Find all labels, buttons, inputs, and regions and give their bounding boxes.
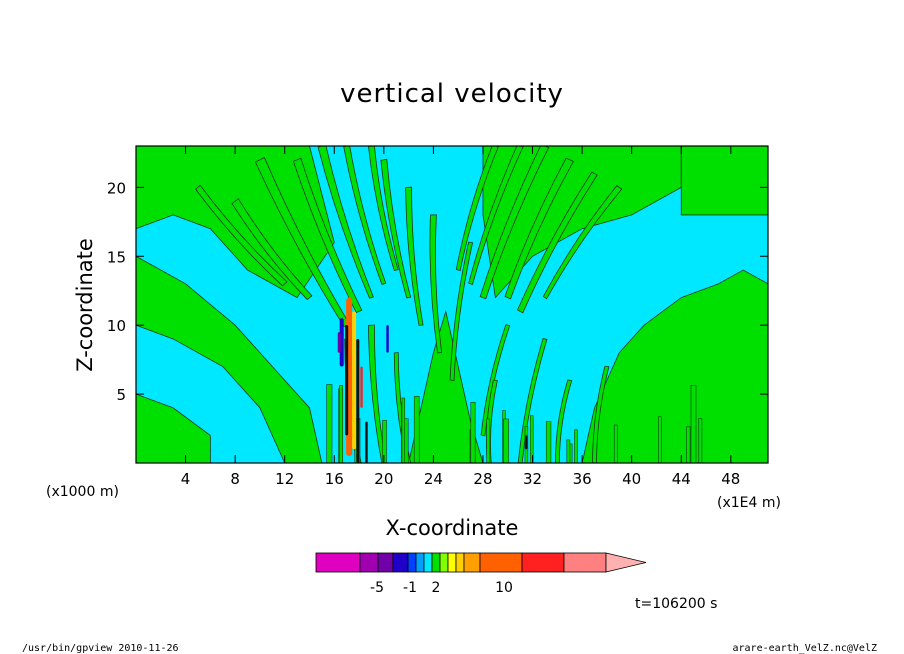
colorbar-label: -5 (370, 580, 384, 596)
colorbar-swatch (407, 552, 417, 573)
colorbar-swatch (377, 552, 394, 573)
colorbar-label: 2 (432, 580, 441, 596)
x-axis-label: X-coordinate (386, 516, 519, 540)
x-tick-label: 28 (473, 470, 492, 488)
contour-region-left-band (136, 255, 323, 463)
contour-streak-left-5 (368, 146, 399, 271)
colorbar-swatch (415, 552, 425, 573)
x-unit-right: (x1E4 m) (717, 495, 781, 511)
contour-streak-right-1 (479, 146, 550, 300)
contour-streak-left-8 (429, 214, 443, 354)
time-label: t=106200 s (635, 596, 717, 612)
updraft-core-7 (360, 366, 363, 408)
contour-fleck-8 (326, 384, 333, 463)
colorbar-swatch (479, 552, 523, 573)
contour-streak-left-6 (380, 158, 412, 299)
footer-left: /usr/bin/gpview 2010-11-26 (22, 643, 179, 654)
contour-streak-left-9 (231, 198, 313, 300)
contour-fleck-25 (413, 396, 420, 463)
plot-frame (135, 145, 769, 464)
contour-fleck-10 (382, 420, 387, 463)
contour-region-upper-left (136, 146, 335, 299)
colorbar-label: 10 (495, 580, 513, 596)
updraft-core-4 (356, 338, 360, 463)
colorbar-arrow (605, 552, 647, 573)
contour-region-lower-right (581, 269, 768, 463)
contour-fleck-7 (529, 415, 534, 463)
contour-fleck-24 (401, 397, 406, 463)
contour-fleck-23 (486, 418, 491, 463)
updraft-core-5 (339, 318, 344, 367)
x-tick-label: 4 (181, 470, 191, 488)
x-tick-label: 12 (275, 470, 294, 488)
colorbar-swatch (423, 552, 433, 573)
x-tick-label: 16 (325, 470, 344, 488)
contour-streak-left-3 (317, 146, 374, 299)
colorbar-swatch (563, 552, 607, 573)
colorbar-swatch (315, 552, 361, 573)
contour-streak-right-3 (455, 146, 499, 272)
updraft-core-2 (352, 311, 357, 450)
contour-fleck-17 (545, 421, 552, 463)
updraft-core-8 (386, 325, 389, 353)
colorbar-swatch (463, 552, 481, 573)
plot-area (135, 145, 769, 464)
updraft-core-3 (345, 325, 349, 436)
y-tick-label: 10 (107, 317, 126, 335)
x-tick-label: 36 (573, 470, 592, 488)
colorbar-swatch (521, 552, 565, 573)
contour-streak-left-2 (292, 157, 363, 314)
contour-fleck-11 (574, 429, 578, 463)
colorbar-swatch (431, 552, 441, 573)
contour-fleck-14 (613, 424, 618, 463)
x-unit-left: (x1000 m) (46, 484, 119, 500)
contour-fleck-20 (470, 401, 476, 463)
contour-streak-right-4 (504, 157, 574, 300)
contour-region-center-lobe (408, 309, 484, 463)
x-tick-label: 8 (230, 470, 240, 488)
contour-streak-right-10 (554, 379, 573, 463)
colorbar-swatch (359, 552, 379, 573)
x-tick-label: 24 (424, 470, 443, 488)
contour-streak-right-6 (542, 185, 623, 300)
contour-fleck-21 (686, 426, 691, 463)
contour-streak-right-2 (468, 146, 524, 286)
updraft-core-6 (337, 332, 341, 353)
contour-streak-left-4 (343, 146, 387, 285)
contour-streak-right-11 (592, 365, 610, 463)
x-tick-label: 32 (523, 470, 542, 488)
contour-fleck-15 (339, 385, 343, 463)
colorbar-swatch (455, 552, 465, 573)
x-tick-label: 40 (622, 470, 641, 488)
y-tick-label: 15 (107, 248, 126, 266)
y-tick-label: 5 (116, 386, 126, 404)
colorbar-swatch (392, 552, 409, 573)
colorbar-swatch (439, 552, 449, 573)
contour-streak-left-7 (405, 186, 424, 326)
contour-fleck-22 (503, 418, 509, 463)
contour-streak-right-7 (449, 241, 474, 382)
contour-fleck-18 (566, 439, 571, 463)
colorbar-swatch (447, 552, 457, 573)
x-tick-label: 48 (721, 470, 740, 488)
updraft-core-10 (525, 435, 528, 450)
contour-region-right-top (680, 146, 768, 216)
x-tick-label: 20 (374, 470, 393, 488)
chart-title: vertical velocity (340, 79, 564, 109)
y-axis-label: Z-coordinate (73, 238, 97, 372)
colorbar: -5 -1 2 10 (315, 552, 647, 596)
updraft-core-9 (365, 421, 368, 463)
colorbar-label: -1 (403, 580, 417, 596)
contour-fleck-26 (690, 385, 697, 463)
contour-fleck-16 (658, 416, 662, 463)
x-tick-label: 44 (672, 470, 691, 488)
y-tick-label: 20 (107, 179, 126, 197)
contour-fleck-12 (698, 418, 703, 463)
contour-streak-left-10 (195, 184, 288, 287)
contour-streak-right-5 (517, 171, 598, 314)
footer-right: arare-earth_VelZ.nc@VelZ (733, 643, 878, 654)
contour-region-lower-left (136, 393, 211, 463)
